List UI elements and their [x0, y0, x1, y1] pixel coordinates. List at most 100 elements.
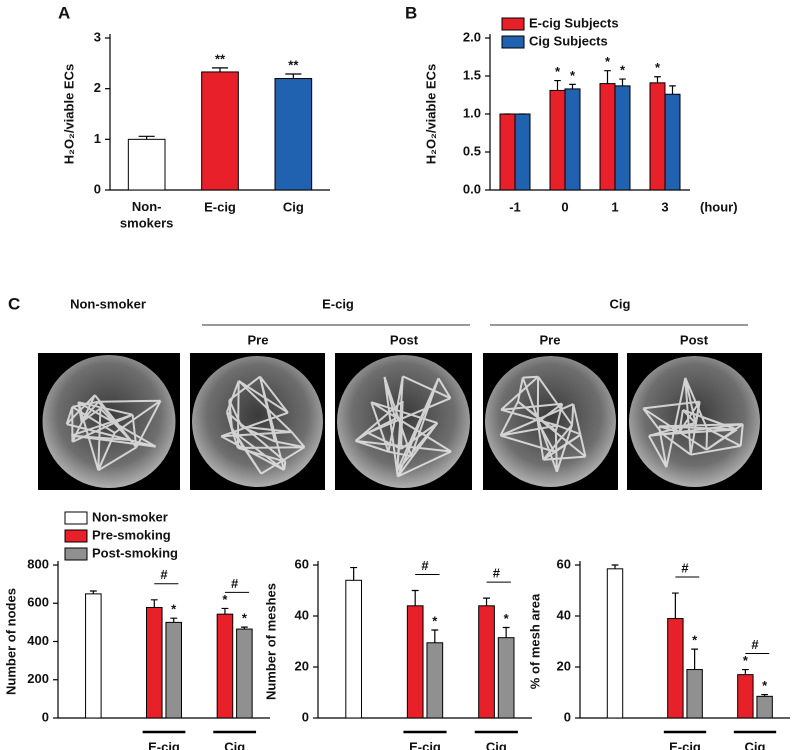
y-tick-label: 0.0 — [463, 181, 481, 196]
y-tick-label: 400 — [27, 633, 49, 648]
bar — [664, 93, 681, 191]
subgroup-header: Pre — [540, 332, 561, 347]
panel-letter: C — [8, 294, 20, 313]
micrograph-well — [192, 356, 323, 487]
significance-label: * — [692, 633, 698, 648]
bar — [216, 613, 234, 719]
significance-label: * — [620, 62, 626, 77]
error-bar — [619, 78, 626, 86]
bar — [549, 89, 566, 191]
error-bar — [221, 607, 229, 615]
subgroup-header: Pre — [248, 332, 269, 347]
x-tick-label: Cig — [486, 739, 507, 750]
y-tick-label: 60 — [295, 556, 309, 571]
error-bar — [285, 73, 302, 79]
panel-letter: B — [405, 3, 417, 22]
error-bar — [138, 135, 155, 140]
bar — [737, 674, 754, 719]
bar — [426, 642, 444, 719]
bar — [146, 606, 163, 719]
y-tick-label: 1 — [94, 131, 101, 146]
bar — [514, 113, 531, 191]
x-tick-label: Cig — [283, 199, 304, 214]
error-bar — [483, 597, 490, 606]
subgroup-header: Post — [680, 332, 709, 347]
y-axis-label: Number of nodes — [3, 588, 18, 695]
y-tick-label: 20 — [557, 658, 571, 673]
error-bar — [350, 566, 358, 581]
legend-swatch — [64, 547, 88, 561]
bar — [345, 579, 363, 719]
y-tick-label: 40 — [295, 607, 309, 622]
bar — [599, 83, 616, 191]
subgroup-header: Post — [390, 332, 419, 347]
legend-label: Non-smoker — [92, 509, 168, 524]
bar — [499, 113, 516, 191]
x-tick-label: E-cig — [148, 739, 180, 750]
significance-label: * — [743, 653, 749, 668]
legend-label: Pre-smoking — [92, 527, 171, 542]
error-bar — [240, 626, 248, 630]
group-header: Cig — [610, 296, 631, 311]
significance-label: * — [504, 611, 510, 626]
error-bar — [741, 668, 749, 675]
bar — [606, 568, 624, 719]
bar — [85, 593, 102, 719]
x-axis-label: (hour) — [700, 199, 738, 214]
error-bar — [554, 79, 561, 91]
error-bar — [170, 617, 178, 623]
bar — [686, 669, 703, 719]
bar — [497, 637, 515, 719]
legend-label: E-cig Subjects — [529, 15, 619, 30]
bar — [127, 138, 166, 191]
y-tick-label: 0 — [42, 709, 49, 724]
significance-label: * — [222, 592, 228, 607]
x-tick-label: E-cig — [669, 739, 701, 750]
x-tick-label: 1 — [611, 199, 618, 214]
vessel-network — [220, 375, 306, 475]
y-axis-label: H₂O₂/viable ECs — [61, 64, 76, 164]
bracket-label: # — [231, 576, 239, 591]
error-bar — [569, 83, 576, 89]
bar — [614, 85, 631, 191]
legend-swatch — [64, 529, 88, 543]
significance-label: * — [762, 678, 768, 693]
significance-label: ** — [288, 57, 299, 72]
bar — [649, 82, 666, 191]
vessel-network — [354, 375, 452, 478]
bracket-label: # — [160, 567, 168, 582]
bar — [564, 88, 581, 191]
significance-label: * — [171, 602, 177, 617]
bracket-label: # — [493, 566, 501, 581]
legend-swatch — [501, 17, 525, 31]
y-tick-label: 2.0 — [463, 29, 481, 44]
bar — [667, 618, 684, 719]
vessel-network — [499, 375, 587, 473]
error-bar — [502, 626, 510, 638]
y-tick-label: 60 — [557, 556, 571, 571]
x-tick-label: 3 — [661, 199, 668, 214]
legend-swatch — [501, 35, 525, 49]
y-axis-label: H₂O₂/viable ECs — [423, 64, 438, 164]
legend-label: Cig Subjects — [529, 33, 608, 48]
y-tick-label: 200 — [27, 671, 49, 686]
bar — [236, 628, 253, 719]
vessel-network — [642, 377, 744, 468]
y-tick-label: 20 — [295, 658, 309, 673]
error-bar — [691, 648, 699, 670]
y-tick-label: 40 — [557, 607, 571, 622]
x-tick-label: Non-smokers — [120, 199, 173, 230]
bracket-label: # — [681, 560, 689, 575]
y-tick-label: 600 — [27, 595, 49, 610]
error-bar — [604, 70, 611, 84]
bar — [756, 695, 773, 719]
significance-label: * — [432, 613, 438, 628]
error-bar — [611, 564, 619, 569]
bracket-label: # — [421, 558, 429, 573]
y-tick-label: 800 — [27, 556, 49, 571]
error-bar — [411, 589, 419, 606]
y-axis-label: % of mesh area — [527, 593, 542, 689]
y-tick-label: 1.0 — [463, 105, 481, 120]
significance-label: * — [555, 64, 561, 79]
